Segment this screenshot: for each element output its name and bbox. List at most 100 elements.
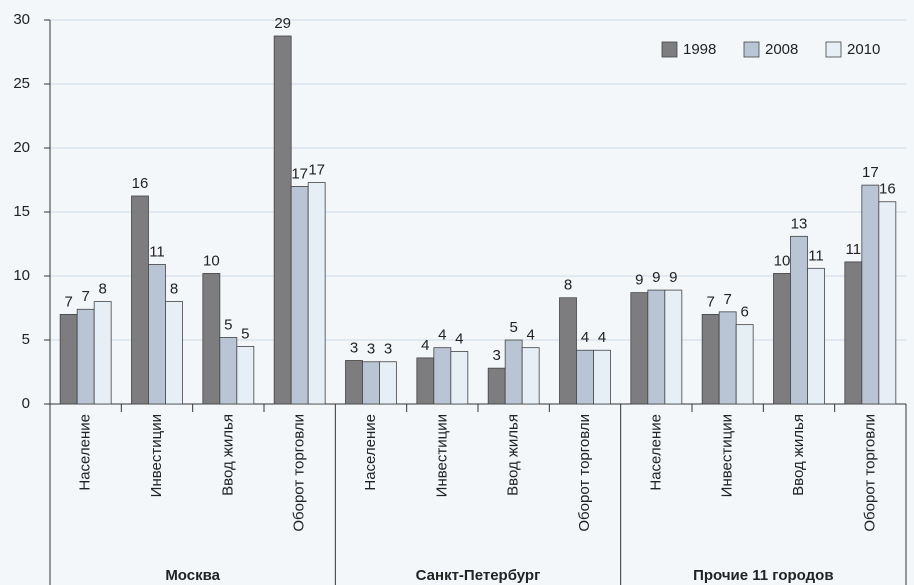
value-label: 4 <box>421 337 429 354</box>
bar <box>576 349 594 405</box>
bar <box>521 347 540 405</box>
bar <box>844 261 863 405</box>
bar <box>450 351 469 405</box>
value-label: 4 <box>438 327 446 344</box>
value-label: 13 <box>791 215 808 232</box>
bar <box>790 235 808 405</box>
group-label: Прочие 11 городов <box>693 567 833 584</box>
y-tick-label: 10 <box>13 267 30 284</box>
bar <box>718 311 737 405</box>
value-label: 11 <box>808 247 824 264</box>
bar <box>345 360 363 405</box>
value-label: 5 <box>224 316 232 333</box>
bar <box>878 201 897 405</box>
bar <box>59 313 78 405</box>
y-tick-label: 15 <box>13 203 30 220</box>
value-label: 10 <box>774 252 791 269</box>
bar <box>504 339 523 405</box>
value-label: 8 <box>564 277 572 294</box>
value-label: 3 <box>350 339 358 356</box>
x-tick-label: Население <box>362 414 379 491</box>
value-label: 16 <box>879 181 896 198</box>
legend-label: 2010 <box>847 41 880 58</box>
bar <box>219 337 238 405</box>
value-label: 4 <box>526 327 534 344</box>
value-label: 8 <box>170 281 178 298</box>
x-tick-label: Ввод жилья <box>505 414 522 496</box>
bar <box>165 301 183 405</box>
value-label: 29 <box>274 15 291 32</box>
value-label: 7 <box>81 288 89 305</box>
bar <box>76 308 95 405</box>
legend-swatch <box>743 41 760 58</box>
bar <box>487 367 506 405</box>
y-tick-label: 30 <box>13 11 30 28</box>
bar <box>647 289 666 405</box>
bar <box>701 313 720 405</box>
group-label: Москва <box>165 567 220 584</box>
bar <box>131 195 149 405</box>
legend-label: 1998 <box>683 41 716 58</box>
bar <box>593 349 611 405</box>
value-label: 3 <box>492 347 500 364</box>
value-label: 9 <box>652 269 660 286</box>
bar <box>807 267 825 405</box>
bar <box>307 182 326 405</box>
value-label: 16 <box>132 175 149 192</box>
bar <box>861 184 880 405</box>
bar <box>236 345 255 405</box>
bar <box>362 361 380 405</box>
group-label: Санкт-Петербург <box>416 567 541 584</box>
bar <box>735 324 754 405</box>
value-label: 5 <box>241 325 249 342</box>
x-tick-label: Ввод жилья <box>219 414 236 496</box>
value-label: 7 <box>723 291 731 308</box>
value-label: 11 <box>149 243 165 260</box>
bar <box>379 361 397 405</box>
y-tick-label: 25 <box>13 75 30 92</box>
y-tick-label: 0 <box>22 395 30 412</box>
value-label: 9 <box>635 272 643 289</box>
x-tick-label: Оборот торговли <box>291 414 308 532</box>
bar <box>433 347 452 405</box>
value-label: 4 <box>598 329 606 346</box>
x-tick-label: Население <box>647 414 664 491</box>
value-label: 7 <box>706 293 714 310</box>
x-tick-label: Оборот торговли <box>861 414 878 532</box>
bar <box>290 185 309 405</box>
value-label: 17 <box>308 162 325 179</box>
bar <box>93 301 112 405</box>
value-label: 7 <box>64 293 72 310</box>
x-tick-label: Оборот торговли <box>576 414 593 532</box>
bar <box>559 297 577 405</box>
x-tick-label: Население <box>77 414 94 491</box>
value-label: 4 <box>455 330 463 347</box>
value-label: 5 <box>509 319 517 336</box>
value-label: 9 <box>669 269 677 286</box>
bar <box>630 292 649 405</box>
value-label: 8 <box>98 281 106 298</box>
value-label: 4 <box>581 329 589 346</box>
value-label: 10 <box>203 252 220 269</box>
legend-label: 2008 <box>765 41 798 58</box>
value-label: 17 <box>291 165 308 182</box>
y-tick-label: 5 <box>22 331 30 348</box>
bar <box>148 264 166 405</box>
legend-swatch <box>825 41 842 58</box>
x-tick-label: Инвестиции <box>433 414 450 497</box>
bar <box>202 273 221 405</box>
y-tick-label: 20 <box>13 139 30 156</box>
bar <box>273 35 292 405</box>
x-tick-label: Инвестиции <box>148 414 165 497</box>
value-label: 3 <box>367 341 375 358</box>
value-label: 17 <box>862 164 879 181</box>
legend-swatch <box>661 41 678 58</box>
bar <box>416 357 435 405</box>
value-label: 11 <box>846 241 862 258</box>
x-tick-label: Инвестиции <box>719 414 736 497</box>
value-label: 6 <box>740 304 748 321</box>
x-tick-label: Ввод жилья <box>790 414 807 496</box>
bar <box>664 289 683 405</box>
value-label: 3 <box>384 341 392 358</box>
